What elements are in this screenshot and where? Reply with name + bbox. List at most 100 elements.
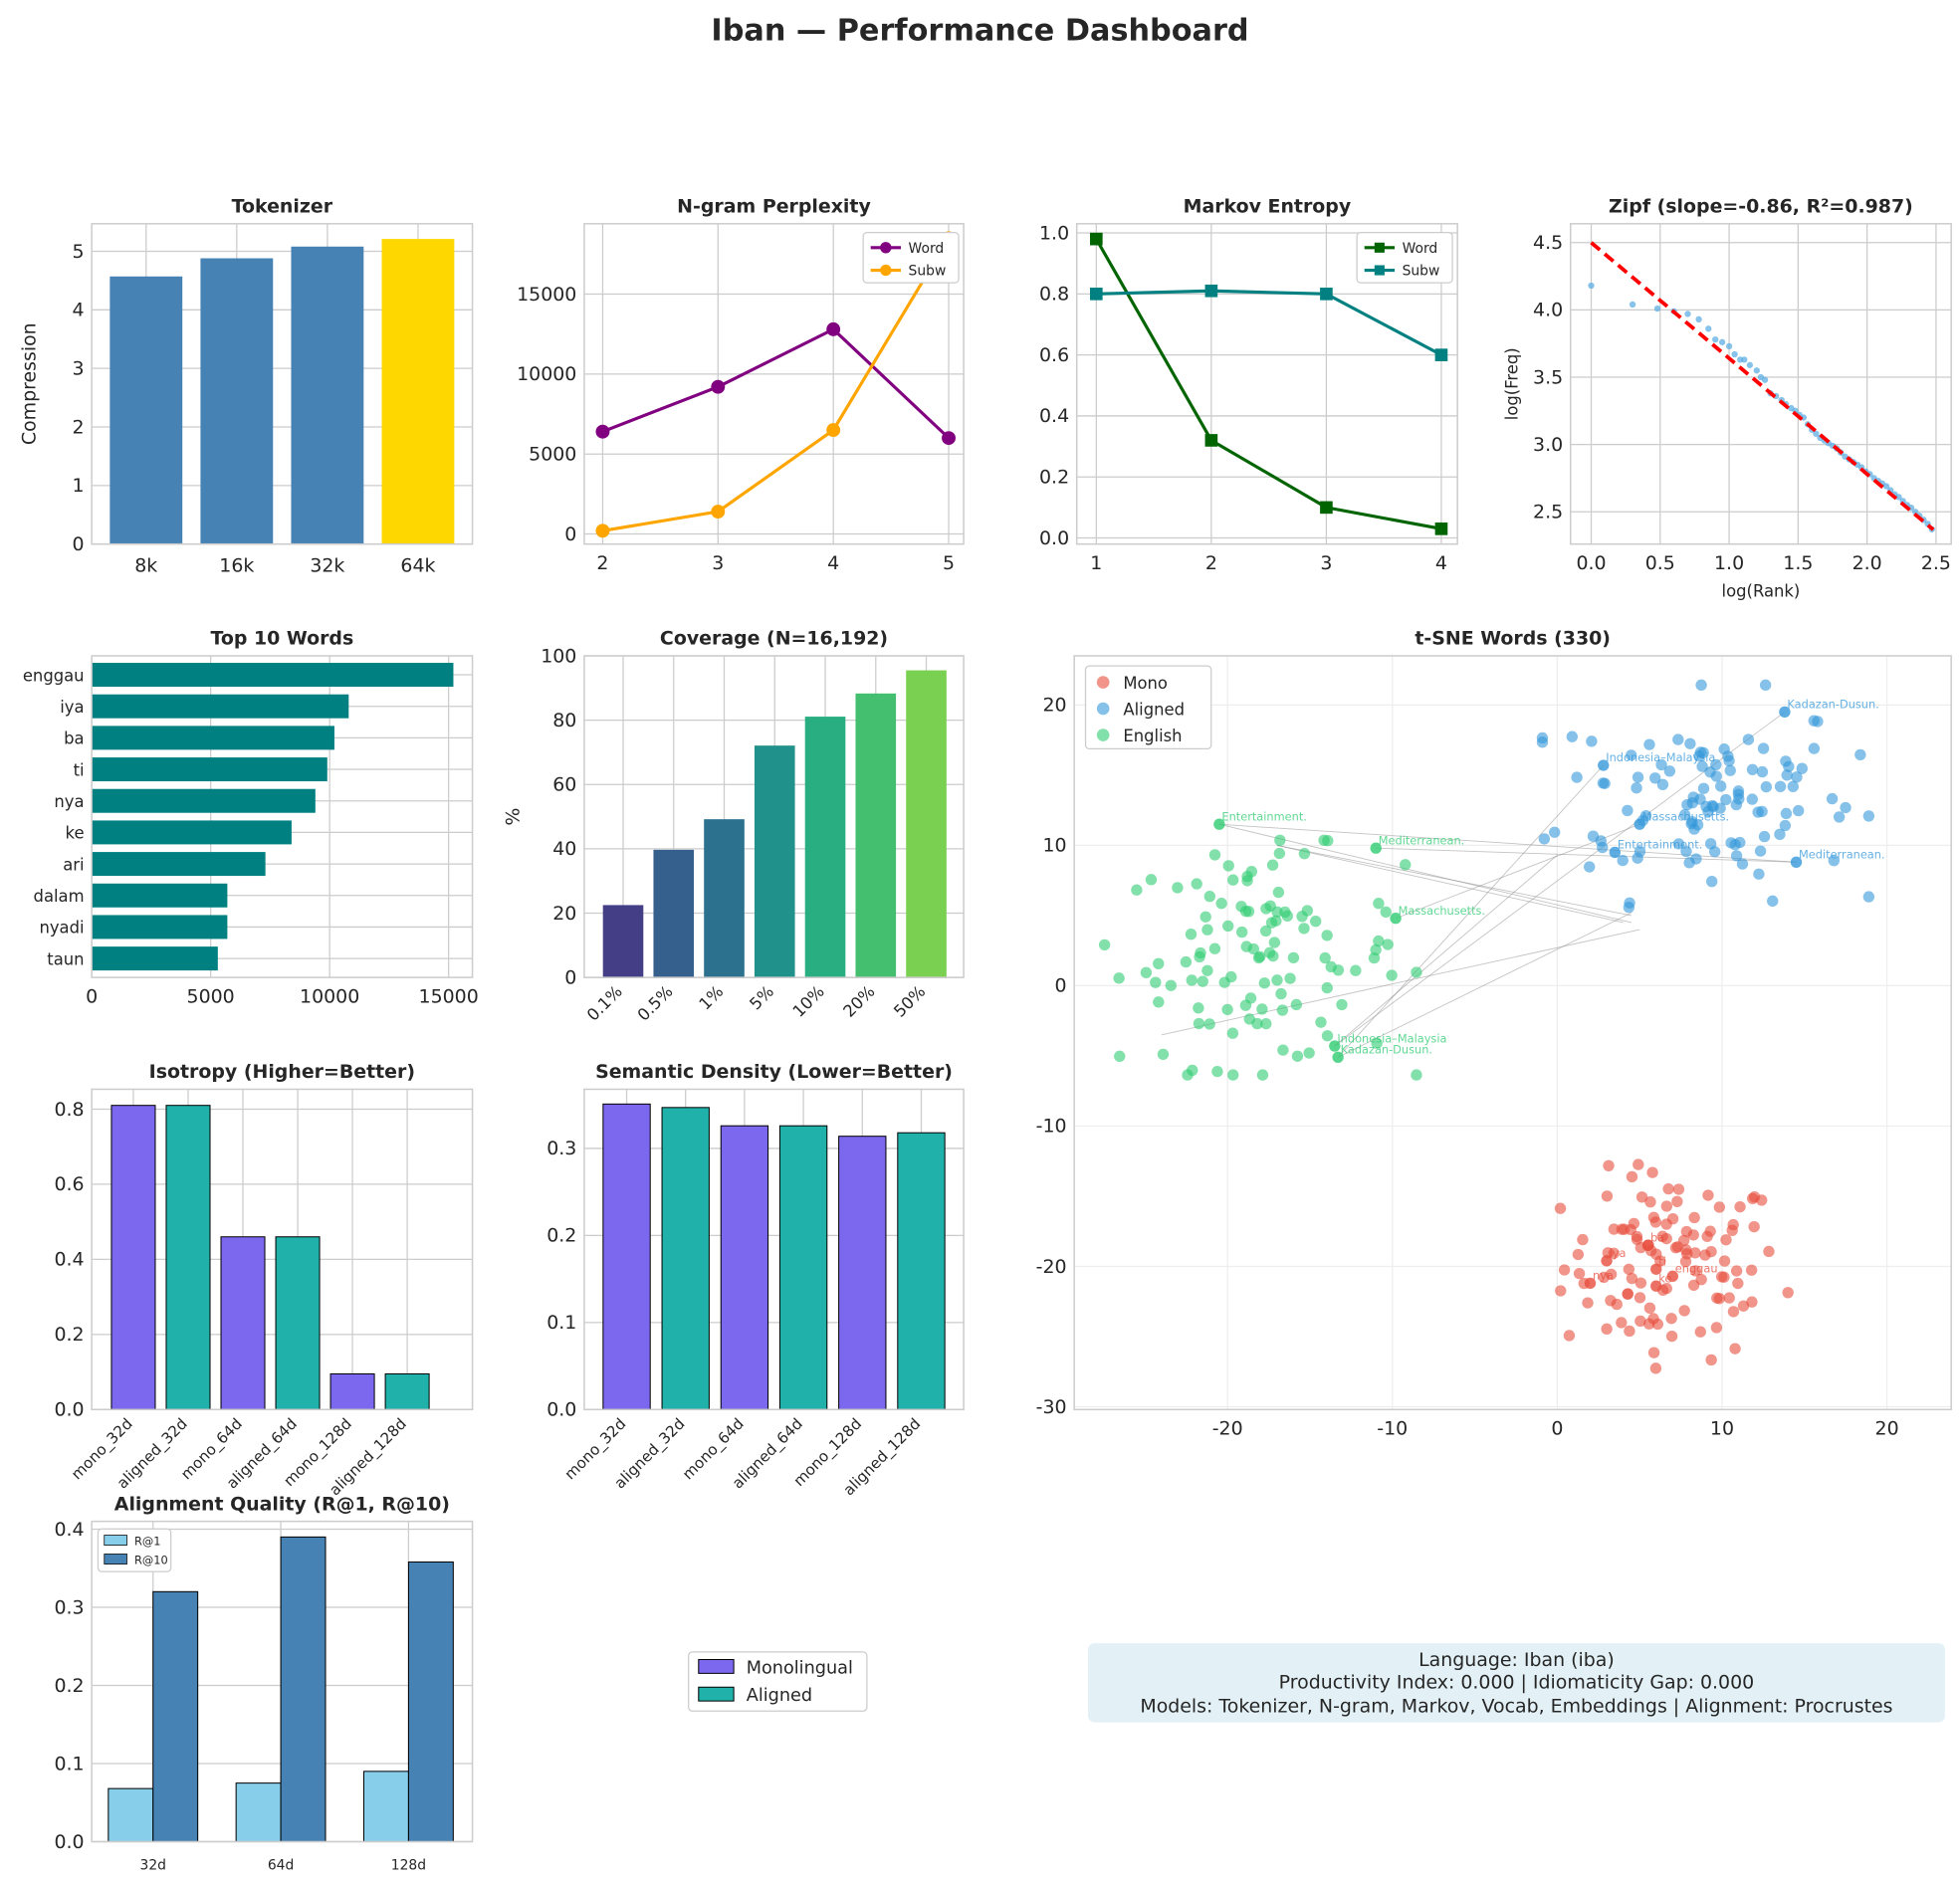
tsne-point-aligned <box>1632 852 1643 864</box>
point-Subw <box>826 423 841 438</box>
tsne-point-mono <box>1672 1183 1685 1195</box>
tsne-point-english <box>1276 1004 1289 1016</box>
tsne-point-english <box>1235 901 1247 913</box>
annotated-point <box>1598 759 1610 771</box>
y-tick-label: 0.1 <box>54 1753 84 1774</box>
tsne-point-aligned <box>1678 809 1691 821</box>
tsne-point-english <box>1187 1064 1198 1077</box>
bar-mono_64d <box>220 1236 266 1410</box>
tsne-point-english <box>1131 884 1143 896</box>
x-tick-label: 10 <box>1710 1418 1734 1440</box>
x-tick-label: 3 <box>712 552 724 574</box>
axes-frame <box>91 1520 474 1843</box>
point-Word <box>1434 522 1448 535</box>
tsne-point-english <box>1272 886 1285 899</box>
tsne-point-aligned <box>1833 811 1846 823</box>
x-tick-label: 5000 <box>187 985 235 1007</box>
tsne-point-aligned <box>1720 793 1732 806</box>
x-tick-label: 2.0 <box>1852 552 1882 574</box>
legend-label: Word <box>1403 241 1438 257</box>
tsne-point-mono <box>1644 1196 1656 1208</box>
alignment-link <box>1337 764 1605 1058</box>
bar-50% <box>906 670 947 978</box>
axes-frame <box>583 223 965 545</box>
tsne-point-english <box>1411 966 1422 978</box>
annotated-point <box>1779 706 1791 719</box>
tsne-point-mono <box>1745 1264 1758 1276</box>
chart-title: Tokenizer <box>232 195 333 217</box>
tsne-point-aligned <box>1715 780 1727 792</box>
y-category-label: dalam <box>34 887 85 906</box>
tsne-point-aligned <box>1710 758 1722 771</box>
bar-mono_128d <box>329 1372 375 1410</box>
tsne-point-mono <box>1748 1191 1761 1203</box>
bar-nyadi <box>92 915 228 939</box>
tsne-point-english <box>1256 1003 1268 1015</box>
tsne-point-english <box>1290 998 1303 1011</box>
annotated-point <box>1390 913 1402 925</box>
tsne-point-mono <box>1727 1306 1740 1318</box>
tsne-point-mono <box>1647 1211 1660 1223</box>
tsne-point-mono <box>1732 1277 1744 1290</box>
zipf-point <box>1813 430 1820 437</box>
tsne-point-aligned <box>1730 850 1743 862</box>
chart-title: Coverage (N=16,192) <box>660 628 888 650</box>
legend-label: Aligned <box>1123 700 1185 719</box>
point-annotation: ke <box>1658 1271 1671 1285</box>
tsne-point-aligned <box>1828 855 1841 867</box>
y-tick-label: 3.0 <box>1533 434 1563 456</box>
tsne-point-english <box>1098 938 1111 951</box>
tsne-point-mono <box>1662 1182 1674 1195</box>
tsne-point-english <box>1284 972 1296 984</box>
tsne-point-aligned <box>1655 758 1667 771</box>
tsne-point-aligned <box>1854 748 1866 761</box>
tsne-point-english <box>1350 964 1362 976</box>
tsne-point-mono <box>1694 1326 1706 1338</box>
bar-aligned_32d <box>661 1107 710 1410</box>
tsne-point-english <box>1310 916 1322 928</box>
tsne-point-mono <box>1634 1277 1647 1289</box>
y-tick-label: 0.0 <box>546 1399 576 1421</box>
bar-0.5% <box>653 849 695 978</box>
annotated-point <box>1790 856 1803 868</box>
tsne-point-aligned <box>1672 838 1685 850</box>
tsne-point-aligned <box>1759 679 1772 692</box>
tsne-point-english <box>1275 987 1287 1000</box>
tsne-point-mono <box>1729 1343 1741 1355</box>
tsne-point-english <box>1264 900 1276 913</box>
legend-label: English <box>1123 727 1182 745</box>
tsne-point-english <box>1247 942 1259 955</box>
tsne-chart: -30 -20 -10 0 10 20 -20 -10 0 10 20 t-SNE Words (33… <box>1036 628 1952 1440</box>
alignment-link <box>1334 854 1558 1047</box>
chart-title: Isotropy (Higher=Better) <box>149 1061 415 1083</box>
legend-marker <box>1374 265 1385 276</box>
annotated-point <box>1609 846 1622 859</box>
tsne-point-aligned <box>1780 755 1792 767</box>
tsne-point-aligned <box>1695 679 1707 692</box>
y-tick-label: 20 <box>552 903 576 925</box>
bar-R@10-32d <box>152 1590 199 1843</box>
tsne-point-english <box>1227 1069 1239 1081</box>
tsne-point-mono <box>1713 1201 1726 1213</box>
bar-R@10-64d <box>280 1536 327 1843</box>
tsne-point-english <box>1270 915 1282 927</box>
chart-title: N-gram Perplexity <box>677 195 871 217</box>
x-tick-label: 2.5 <box>1921 552 1951 574</box>
tsne-point-mono <box>1671 1195 1683 1207</box>
tsne-point-mono <box>1730 1265 1743 1277</box>
zipf-point <box>1684 311 1691 317</box>
alignment-link <box>1337 912 1633 1058</box>
tsne-point-mono <box>1718 1255 1731 1267</box>
tsne-point-aligned <box>1680 845 1692 858</box>
y-tick-label: 0.6 <box>1039 344 1069 366</box>
tsne-point-english <box>1373 935 1385 947</box>
point-Subw <box>1320 288 1333 301</box>
annotated-point <box>1650 1280 1662 1292</box>
tsne-point-aligned <box>1617 854 1629 867</box>
tsne-point-aligned <box>1643 738 1655 750</box>
tsne-point-mono <box>1643 1302 1656 1315</box>
axes-frame <box>91 1088 474 1411</box>
tsne-point-aligned <box>1649 772 1661 784</box>
zipf-point <box>1705 325 1712 332</box>
coverage-chart: 0 20 40 60 80 100 Coverage (N=16,192)% 0.1% 0.5%… <box>502 628 965 1025</box>
